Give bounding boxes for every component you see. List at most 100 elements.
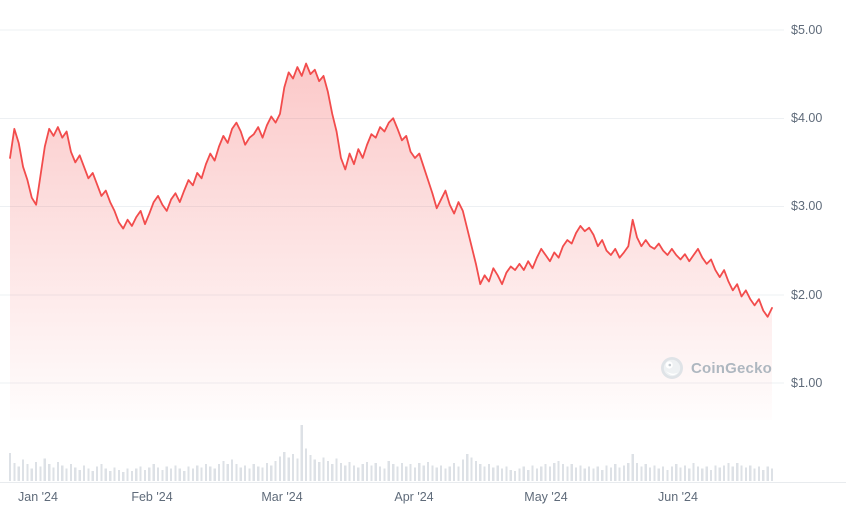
volume-bar [627, 463, 630, 481]
volume-bar [487, 464, 491, 481]
volume-bar [30, 468, 33, 481]
volume-bar [244, 465, 247, 481]
volume-bar [601, 469, 604, 481]
volume-bar [557, 460, 560, 481]
volume-bar [139, 466, 142, 481]
x-tick-jan: Jan '24 [18, 490, 58, 504]
volume-bar [335, 458, 338, 481]
volume-bar [187, 466, 190, 481]
volume-bar [749, 465, 752, 481]
volume-bar [348, 461, 351, 481]
volume-bar [156, 467, 160, 481]
volume-bar [357, 467, 360, 481]
volume-bar [483, 466, 486, 481]
y-tick-4: $4.00 [791, 111, 823, 125]
volume-bar [65, 468, 68, 481]
y-tick-3: $3.00 [791, 199, 823, 213]
volume-bar [409, 464, 412, 481]
volume-bar [422, 465, 425, 481]
volume-bar [548, 466, 552, 481]
volume-bar [8, 453, 12, 481]
volume-bar [287, 457, 290, 481]
y-tick-5: $5.00 [791, 23, 823, 37]
volume-bar [466, 454, 469, 481]
x-tick-feb: Feb '24 [131, 490, 173, 504]
price-line [9, 62, 773, 318]
volume-bar [696, 466, 700, 481]
volume-bar [309, 455, 312, 481]
volume-bar [622, 465, 626, 481]
volume-bar [509, 469, 512, 481]
volume-bar [35, 461, 38, 481]
volume-bar [635, 463, 639, 481]
volume-bar [78, 469, 81, 481]
volume-bar [714, 465, 717, 481]
volume-bar [326, 460, 329, 481]
volume-bar [191, 468, 194, 481]
volume-bar [174, 465, 177, 481]
volume-bar [648, 467, 652, 481]
volume-bar [204, 464, 208, 481]
volume-bar [26, 464, 29, 481]
volume-bar [13, 463, 16, 481]
volume-bar [701, 468, 704, 481]
volume-bar [370, 465, 373, 481]
volume-bar [21, 459, 25, 481]
volume-bar [374, 463, 377, 481]
volume-bar [505, 466, 508, 481]
volume-bar [17, 466, 20, 481]
volume-bar [522, 466, 525, 481]
volume-bar [379, 466, 382, 481]
volume-bar [396, 466, 399, 481]
volume-bar [705, 466, 708, 481]
volume-bar [230, 459, 234, 481]
volume-bar [148, 467, 151, 481]
volume-bar [740, 465, 743, 481]
volume-bar [100, 464, 103, 481]
x-tick-apr: Apr '24 [394, 490, 434, 504]
volume-bar [540, 466, 543, 481]
volume-bar [514, 470, 517, 481]
volume-bar [461, 459, 464, 481]
volume-bar [365, 461, 369, 481]
coingecko-watermark-text: CoinGecko [691, 359, 772, 377]
coingecko-watermark: CoinGecko [660, 356, 772, 380]
volume-bar [39, 466, 42, 481]
volume-bar [69, 464, 73, 481]
volume-bar [117, 469, 120, 481]
volume-bar [570, 464, 573, 481]
volume-bar [318, 461, 321, 481]
volume-bar [683, 465, 687, 481]
volume-bar [170, 468, 173, 481]
volume-bar [744, 467, 747, 481]
volume-bar [413, 467, 417, 481]
volume-bar [400, 463, 403, 481]
volume-bar [217, 464, 221, 481]
volume-bar [492, 467, 495, 481]
volume-bar [770, 468, 774, 481]
volume-bar [553, 463, 556, 481]
volume-bar [618, 467, 621, 481]
y-tick-1: $1.00 [791, 376, 823, 390]
volume-bar [322, 457, 325, 481]
volume-bar [418, 463, 421, 481]
volume-bar [213, 468, 216, 481]
volume-bar [165, 466, 168, 481]
volume-bar [61, 465, 64, 481]
volume-bar [104, 468, 107, 481]
volume-bar [662, 466, 665, 481]
volume-bar [444, 468, 447, 481]
volume-bar [592, 468, 595, 481]
volume-bar [331, 464, 334, 481]
volume-bar [95, 466, 99, 481]
coingecko-logo-icon [661, 357, 683, 379]
price-area [10, 63, 772, 420]
volume-bar [518, 468, 521, 481]
volume-bar [161, 469, 164, 481]
volume-bar [291, 454, 295, 481]
volume-bar [448, 466, 451, 481]
volume-bar [82, 465, 86, 481]
volume-bar [457, 466, 460, 481]
